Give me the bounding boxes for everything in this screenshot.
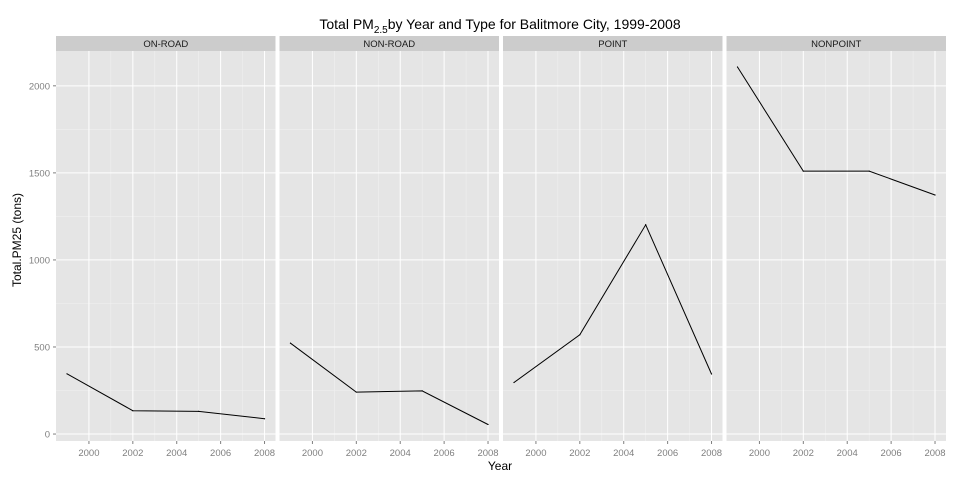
x-tick-label: 2008 <box>254 448 275 459</box>
x-tick-label: 2006 <box>657 448 678 459</box>
data-point <box>355 391 357 393</box>
x-tick-label: 2006 <box>881 448 902 459</box>
data-point <box>710 373 713 375</box>
x-tick-label: 2008 <box>701 448 722 459</box>
y-tick-label: 2000 <box>29 81 50 92</box>
panel-background <box>56 51 276 441</box>
y-tick-label: 500 <box>34 342 50 353</box>
chart-title-suffix: by Year and Type for Balitmore City, 199… <box>388 16 681 32</box>
chart-title: Total PM2.5by Year and Type for Balitmor… <box>319 16 680 36</box>
data-point <box>289 342 292 344</box>
series-line <box>737 66 936 196</box>
x-tick-label: 2004 <box>837 448 858 459</box>
x-tick-label: 2000 <box>525 448 546 459</box>
data-point <box>421 390 423 392</box>
series-line <box>290 342 489 425</box>
y-tick-label: 1500 <box>29 168 50 179</box>
x-tick-label: 2000 <box>302 448 323 459</box>
y-tick-label: 1000 <box>29 255 50 266</box>
data-point <box>868 170 870 172</box>
data-point <box>66 373 68 375</box>
data-point <box>132 410 134 412</box>
x-tick-label: 2004 <box>166 448 187 459</box>
facet-on-road: ON-ROAD 2000 2002 2004 2006 2008 <box>56 36 276 459</box>
x-tick-label: 2002 <box>346 448 367 459</box>
x-tick-label: 2004 <box>390 448 411 459</box>
facet-non-road: NON-ROAD 2000 2002 2004 2006 2008 <box>279 36 499 459</box>
chart-title-prefix: Total PM <box>319 16 373 32</box>
facet-nonpoint: NONPOINT 2000 2002 2004 2006 2008 <box>726 36 946 459</box>
facet-strip-label: ON-ROAD <box>143 39 188 50</box>
data-point <box>487 423 489 426</box>
x-tick-label: 2002 <box>122 448 143 459</box>
data-point <box>579 334 581 336</box>
x-tick-label: 2008 <box>477 448 498 459</box>
facet-strip-label: NON-ROAD <box>363 39 415 50</box>
facet-strip-label: POINT <box>598 39 627 50</box>
panel-background <box>503 51 723 441</box>
x-tick-label: 2002 <box>793 448 814 459</box>
y-tick-label: 0 <box>45 430 50 441</box>
y-axis: 0 500 1000 1500 2000 <box>29 81 56 441</box>
facet-point: POINT 2000 2002 2004 2006 2008 <box>503 36 723 459</box>
panel-background <box>279 51 499 441</box>
facet-panels: ON-ROAD 2000 2002 2004 2006 2008 NON-ROAD 2000 2… <box>56 36 946 459</box>
data-point <box>802 170 804 172</box>
data-point <box>513 381 515 384</box>
facet-strip <box>56 36 276 51</box>
series-line <box>66 373 265 420</box>
x-tick-label: 2008 <box>924 448 945 459</box>
x-tick-label: 2006 <box>434 448 455 459</box>
x-tick-label: 2004 <box>613 448 634 459</box>
facet-strip <box>279 36 499 51</box>
facet-strip <box>726 36 946 51</box>
data-point <box>736 66 739 68</box>
data-point <box>934 194 936 196</box>
x-tick-label: 2000 <box>78 448 99 459</box>
data-point <box>645 224 647 226</box>
x-tick-label: 2006 <box>210 448 231 459</box>
x-axis-title: Year <box>488 459 512 473</box>
facet-strip <box>503 36 723 51</box>
panel-background <box>726 51 946 441</box>
data-point <box>263 418 266 420</box>
data-point <box>198 410 200 413</box>
chart-title-subscript: 2.5 <box>374 25 388 36</box>
y-axis-title: Total.PM25 (tons) <box>10 193 24 287</box>
series-line <box>513 223 712 383</box>
facet-strip-label: NONPOINT <box>811 39 861 50</box>
x-tick-label: 2002 <box>569 448 590 459</box>
x-tick-label: 2000 <box>749 448 770 459</box>
